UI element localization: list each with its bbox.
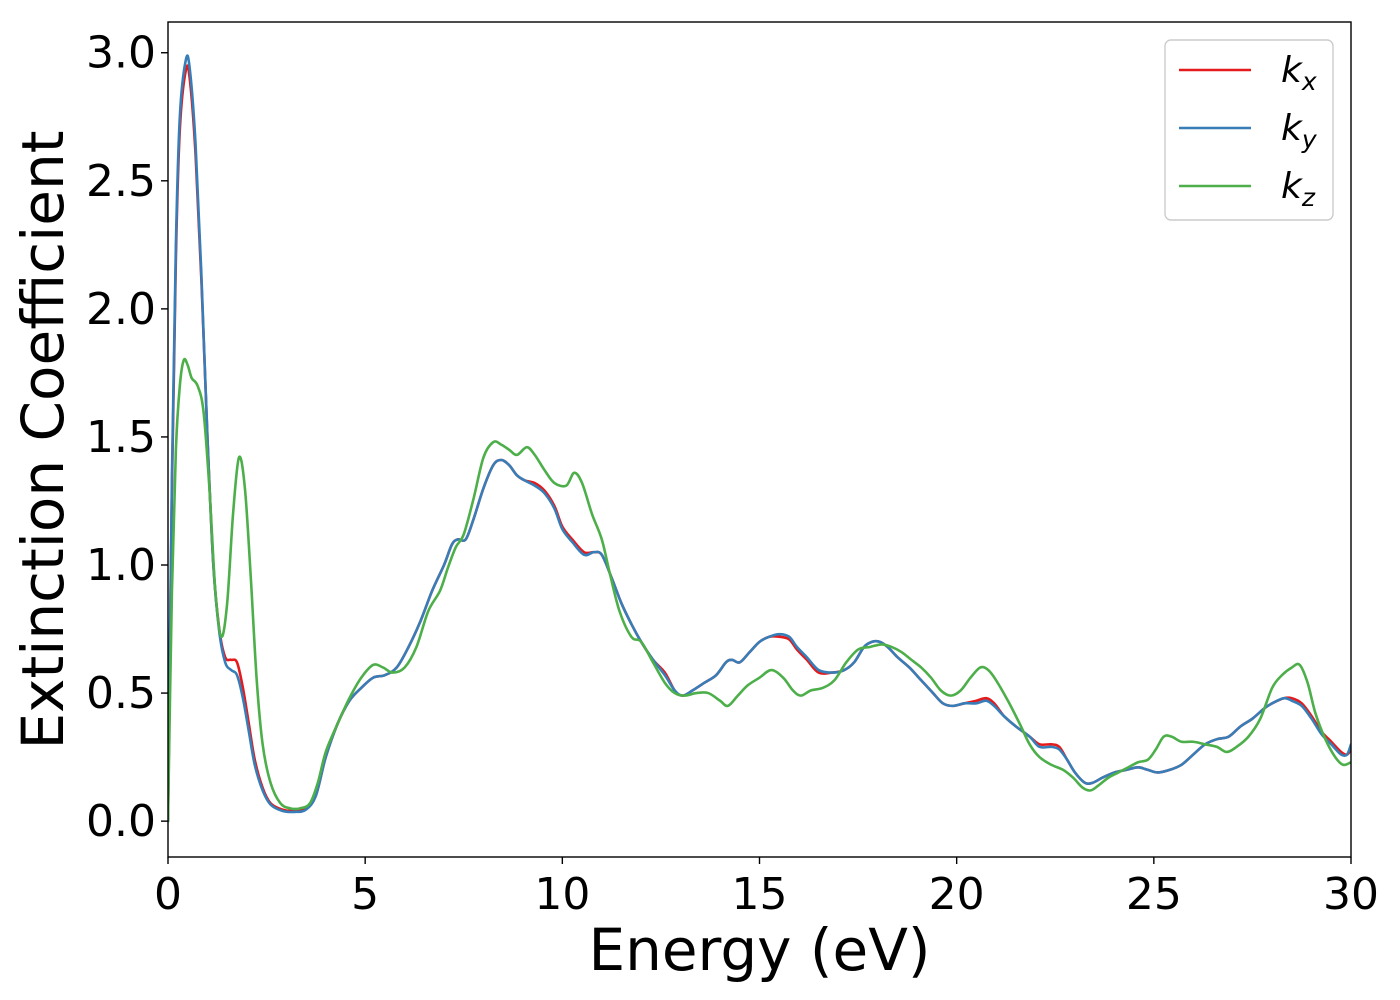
series-line-z: [168, 357, 1351, 823]
x-tick-label: 15: [732, 869, 788, 920]
legend-label-y: ky: [1281, 108, 1318, 154]
y-tick-label: 0.0: [86, 796, 156, 847]
series-line-y: [168, 54, 1351, 823]
x-tick-label: 25: [1126, 869, 1182, 920]
y-tick-label: 3.0: [86, 28, 156, 79]
x-tick-label: 0: [154, 869, 182, 920]
y-tick-label: 2.0: [86, 284, 156, 335]
y-tick-label: 2.5: [86, 156, 156, 207]
y-tick-label: 0.5: [86, 668, 156, 719]
x-tick-label: 5: [351, 869, 379, 920]
y-tick-label: 1.5: [86, 412, 156, 463]
legend-box: [1164, 39, 1334, 221]
x-tick-label: 20: [929, 869, 985, 920]
series-layer: [168, 54, 1351, 823]
x-tick-label: 10: [534, 869, 590, 920]
legend-label-x: kx: [1281, 50, 1317, 96]
legend-label-z: kz: [1281, 166, 1316, 212]
legend: kx ky kz: [1164, 39, 1334, 221]
y-tick-label: 1.0: [86, 540, 156, 591]
x-axis-ticks: 0 5 10 15 20 25 30: [154, 857, 1379, 920]
x-axis-label: Energy (eV): [588, 916, 930, 984]
x-tick-label: 30: [1323, 869, 1379, 920]
y-axis-label: Extinction Coefficient: [9, 131, 77, 750]
y-axis-ticks: 0.0 0.5 1.0 1.5 2.0 2.5 3.0: [86, 28, 168, 847]
